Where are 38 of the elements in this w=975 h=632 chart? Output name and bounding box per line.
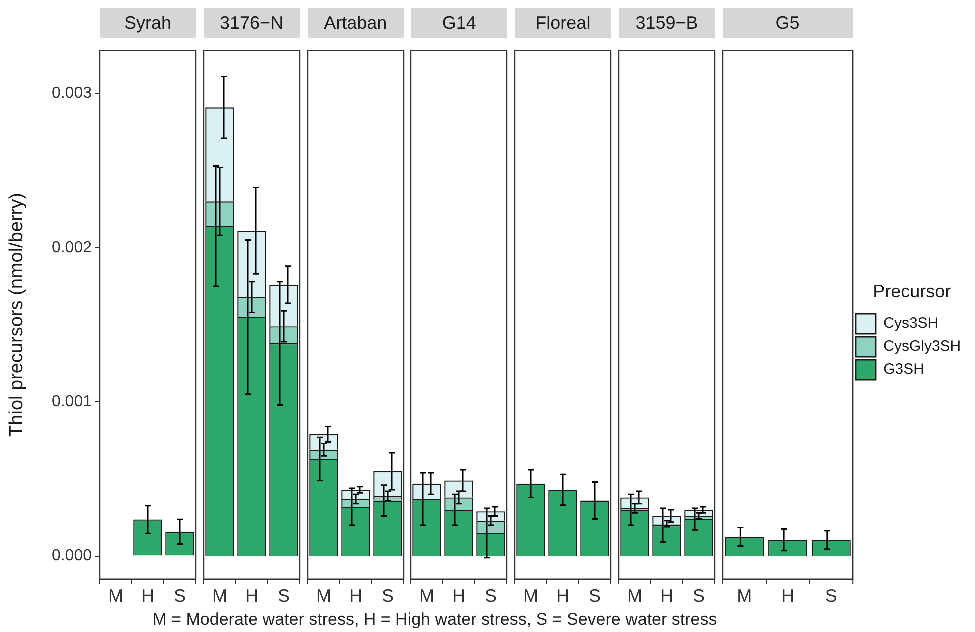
- x-tick-label: S: [589, 586, 602, 606]
- chart-title: 3176−N: [204, 8, 300, 38]
- x-tick-label: M: [108, 586, 124, 606]
- text: M = Moderate water stress, H = High water stress, S = Severe water stress: [152, 610, 718, 630]
- x-tick-label: H: [142, 586, 154, 606]
- legend-label: Cys3SH: [883, 315, 938, 332]
- x-tick-label: M: [420, 586, 435, 606]
- x-tick-label: M: [628, 586, 642, 606]
- y-axis-title: Thiol precursors (nmol/berry): [6, 193, 28, 437]
- x-tick-label: M: [212, 586, 228, 606]
- chart-title: G5: [722, 8, 853, 38]
- chart-title: 3159−B: [619, 8, 715, 38]
- x-tick-label: H: [556, 586, 570, 606]
- x-tick-label: H: [452, 586, 466, 606]
- x-tick-label: M: [524, 586, 539, 606]
- x-tick-label: M: [736, 586, 752, 606]
- x-tick-label: H: [660, 586, 674, 606]
- y-tick-label: 0.001: [52, 394, 92, 411]
- x-tick-label: M: [316, 586, 332, 606]
- legend-label: G3SH: [883, 361, 924, 378]
- x-tick-label: S: [174, 586, 186, 606]
- x-tick-label: S: [485, 586, 498, 606]
- x-tick-label: H: [781, 586, 794, 606]
- legend-title: Precursor: [872, 281, 951, 302]
- chart-title: Syrah: [100, 8, 196, 38]
- x-tick-label: S: [382, 586, 394, 606]
- y-tick-label: 0.000: [52, 548, 92, 565]
- x-tick-label: S: [278, 586, 290, 606]
- x-tick-label: S: [692, 586, 706, 606]
- y-tick-label: 0.003: [52, 85, 92, 102]
- chart-title: Floreal: [515, 8, 612, 38]
- x-tick-label: H: [349, 586, 362, 606]
- y-tick-label: 0.002: [52, 239, 92, 256]
- legend-label: CysGly3SH: [883, 338, 961, 356]
- chart-title: Artaban: [308, 8, 404, 38]
- chart-title: G14: [411, 8, 508, 38]
- x-tick-label: H: [245, 586, 258, 606]
- x-tick-label: S: [825, 586, 838, 606]
